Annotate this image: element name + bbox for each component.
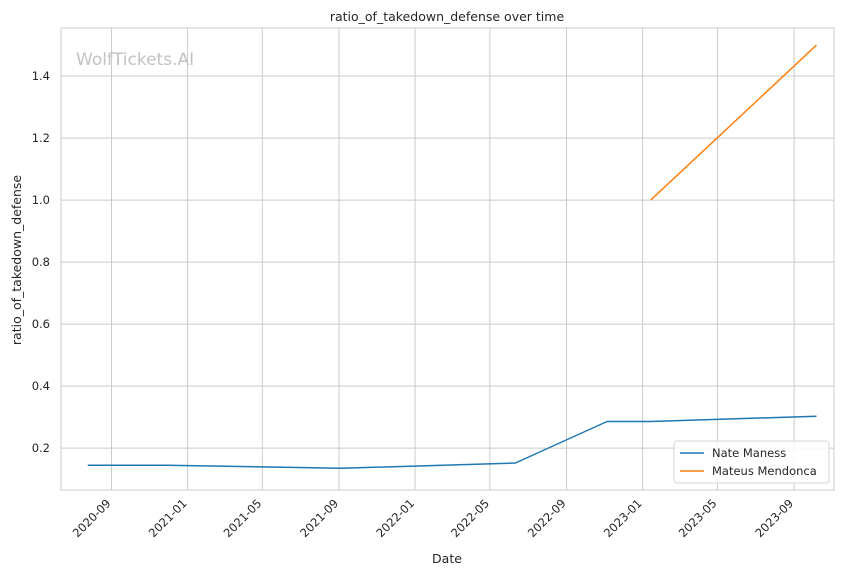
x-tick-label: 2022-01 bbox=[373, 496, 417, 540]
plot-frame bbox=[60, 27, 835, 491]
x-tick-label: 2020-09 bbox=[70, 496, 114, 540]
grid-lines bbox=[61, 28, 834, 490]
y-tick-label: 0.4 bbox=[32, 379, 50, 393]
x-tick-label: 2021-01 bbox=[146, 496, 190, 540]
x-tick-label: 2021-05 bbox=[221, 496, 265, 540]
x-axis-title: Date bbox=[432, 551, 462, 566]
watermark: WolfTickets.AI bbox=[76, 50, 194, 70]
x-tick-label: 2023-05 bbox=[676, 496, 720, 540]
x-tick-label: 2022-09 bbox=[525, 496, 569, 540]
y-tick-labels: 0.2 0.4 0.6 0.8 1.0 1.2 1.4 bbox=[32, 69, 50, 455]
y-tick-label: 0.6 bbox=[32, 317, 50, 331]
x-tick-label: 2021-09 bbox=[297, 496, 341, 540]
legend: Nate Maness Mateus Mendonca bbox=[673, 440, 830, 484]
x-tick-label: 2023-09 bbox=[752, 496, 796, 540]
y-tick-label: 1.0 bbox=[32, 193, 50, 207]
y-tick-label: 1.2 bbox=[32, 131, 50, 145]
series-line-mateus-mendonca bbox=[650, 44, 818, 201]
y-tick-label: 0.8 bbox=[32, 255, 50, 269]
legend-label: Nate Maness bbox=[712, 446, 786, 460]
series-lines bbox=[87, 44, 818, 470]
legend-label: Mateus Mendonca bbox=[712, 464, 817, 478]
x-tick-label: 2023-01 bbox=[601, 496, 645, 540]
series-line-nate-maness bbox=[87, 415, 817, 470]
chart-title: ratio_of_takedown_defense over time bbox=[330, 9, 565, 24]
x-tick-label: 2022-05 bbox=[448, 496, 492, 540]
plot-background bbox=[61, 28, 834, 490]
y-tick-label: 0.2 bbox=[32, 441, 50, 455]
legend-box bbox=[673, 440, 830, 484]
x-tick-labels: 2020-09 2021-01 2021-05 2021-09 2022-01 2022-… bbox=[70, 496, 796, 540]
y-tick-label: 1.4 bbox=[32, 69, 50, 83]
y-axis-title: ratio_of_takedown_defense bbox=[9, 175, 24, 346]
